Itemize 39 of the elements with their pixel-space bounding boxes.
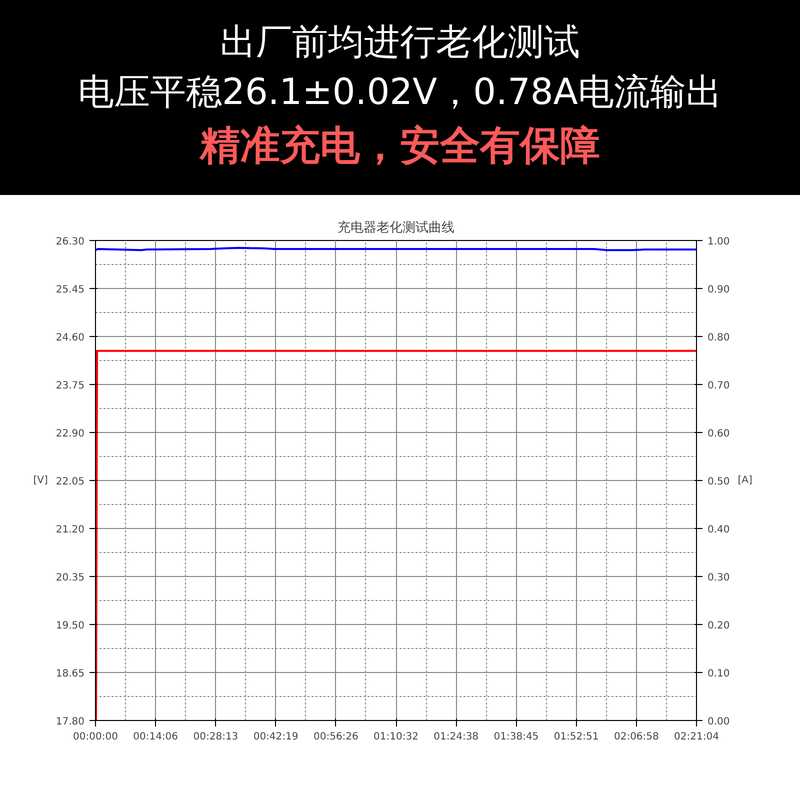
y2-tick-label: 0.60 — [708, 428, 730, 440]
y2-tick-label: 1.00 — [708, 236, 730, 248]
y2-tick-label: 0.40 — [708, 524, 730, 536]
y2-tick-label: 0.50 — [708, 476, 730, 488]
y2-tick-label: 0.90 — [708, 284, 730, 296]
y-tick-label: 25.45 — [56, 284, 85, 296]
y-tick-label: 23.75 — [56, 380, 85, 392]
y-tick-label: 20.35 — [56, 572, 85, 584]
text: 电压平稳26.1±0.02V，0.78A电流输出 — [77, 71, 723, 115]
x-tick-label: 01:24:38 — [434, 732, 479, 742]
y2-tick-label: 0.20 — [708, 620, 730, 632]
x-tick-label: 02:21:04 — [674, 732, 719, 742]
y2-tick-label: 0.10 — [708, 668, 730, 680]
y-tick-label: 24.60 — [56, 332, 85, 344]
y2-axis-title: [A] — [738, 475, 753, 486]
x-tick-label: 00:00:00 — [73, 732, 118, 742]
y-tick-label: 22.90 — [56, 428, 85, 440]
chart-title: 充电器老化测试曲线 — [338, 220, 454, 236]
text: 精准充电，安全有保障 — [198, 122, 601, 171]
y-tick-label: 17.80 — [56, 716, 85, 728]
y2-tick-label: 0.00 — [708, 716, 730, 728]
x-tick-label: 00:56:26 — [313, 732, 358, 742]
y-tick-label: 18.65 — [56, 668, 85, 680]
x-tick-label: 01:10:32 — [374, 732, 418, 742]
x-tick-label: 00:28:13 — [193, 732, 238, 742]
x-tick-label: 00:14:06 — [133, 732, 178, 742]
x-tick-label: 02:06:58 — [614, 732, 659, 742]
y-tick-label: 26.30 — [56, 236, 85, 248]
y-tick-label: 19.50 — [56, 620, 85, 632]
x-tick-label: 01:52:51 — [554, 732, 599, 742]
y2-tick-label: 0.30 — [708, 572, 730, 584]
y-tick-label: 22.05 — [56, 476, 85, 488]
y2-tick-label: 0.80 — [708, 332, 730, 344]
x-tick-label: 01:38:45 — [494, 732, 539, 742]
y-tick-label: 21.20 — [56, 524, 85, 536]
y-axis-title: [V] — [33, 475, 48, 486]
x-tick-label: 00:42:19 — [253, 732, 298, 742]
text: 出厂前均进行老化测试 — [219, 21, 581, 65]
y2-tick-label: 0.70 — [708, 380, 730, 392]
